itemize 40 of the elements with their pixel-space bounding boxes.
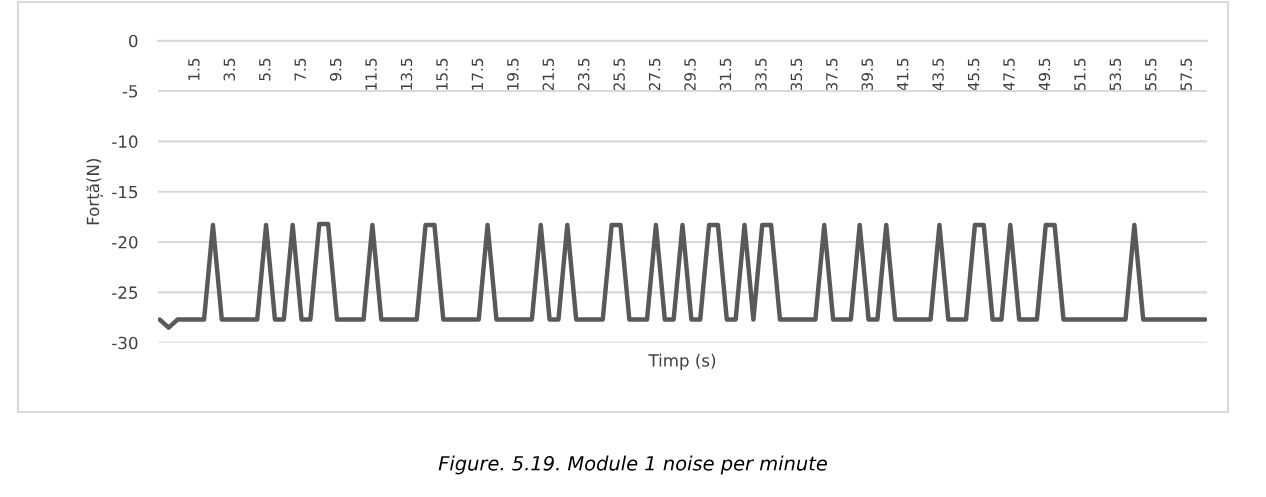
x-tick-label: 7.5: [294, 58, 306, 81]
y-tick-label: 0: [129, 34, 138, 48]
y-tick-label: -10: [112, 135, 138, 148]
x-tick-label: 57.5: [1180, 58, 1192, 91]
x-tick-label: 5.5: [259, 58, 271, 81]
x-tick-label: 33.5: [755, 58, 767, 91]
x-tick-label: 21.5: [542, 58, 555, 91]
x-tick-label: 1.5: [188, 58, 200, 80]
line-series: [158, 221, 1207, 330]
x-axis-title: Timp (s): [648, 353, 716, 370]
text: Figure. 5.19. Module 1 noise per minute: [438, 455, 827, 475]
x-tick-label: 19.5: [507, 58, 519, 90]
y-tick-label: -30: [112, 336, 138, 350]
x-tick-label: 47.5: [1003, 58, 1015, 91]
x-tick-label: 25.5: [613, 58, 625, 91]
y-tick-label: -15: [112, 185, 138, 199]
x-tick-label: 51.5: [1074, 58, 1086, 91]
x-tick-label: 29.5: [684, 58, 696, 91]
x-tick-label: 49.5: [1038, 58, 1051, 91]
x-tick-label: 55.5: [1145, 58, 1157, 91]
x-tick-label: 45.5: [967, 58, 980, 91]
y-tick-label: -20: [112, 236, 138, 249]
x-tick-label: 35.5: [790, 58, 803, 91]
x-tick-label: 15.5: [436, 58, 448, 90]
y-tick-label: -25: [112, 286, 138, 299]
x-tick-label: 27.5: [648, 58, 661, 91]
x-tick-label: 41.5: [897, 58, 909, 91]
x-tick-label: 17.5: [471, 58, 484, 90]
x-tick-label: 31.5: [719, 58, 732, 91]
x-tick-label: 11.5: [365, 58, 377, 90]
x-tick-label: 37.5: [825, 58, 838, 91]
x-tick-label: 3.5: [223, 58, 236, 81]
x-tick-label: 39.5: [861, 58, 873, 91]
y-axis-title: Forță(N): [86, 159, 103, 225]
x-tick-label: 13.5: [400, 58, 413, 90]
x-tick-label: 9.5: [329, 58, 342, 81]
y-tick-label: -5: [122, 85, 138, 98]
x-tick-label: 43.5: [932, 58, 944, 91]
x-tick-label: 23.5: [577, 58, 590, 91]
x-tick-label: 53.5: [1109, 58, 1122, 91]
